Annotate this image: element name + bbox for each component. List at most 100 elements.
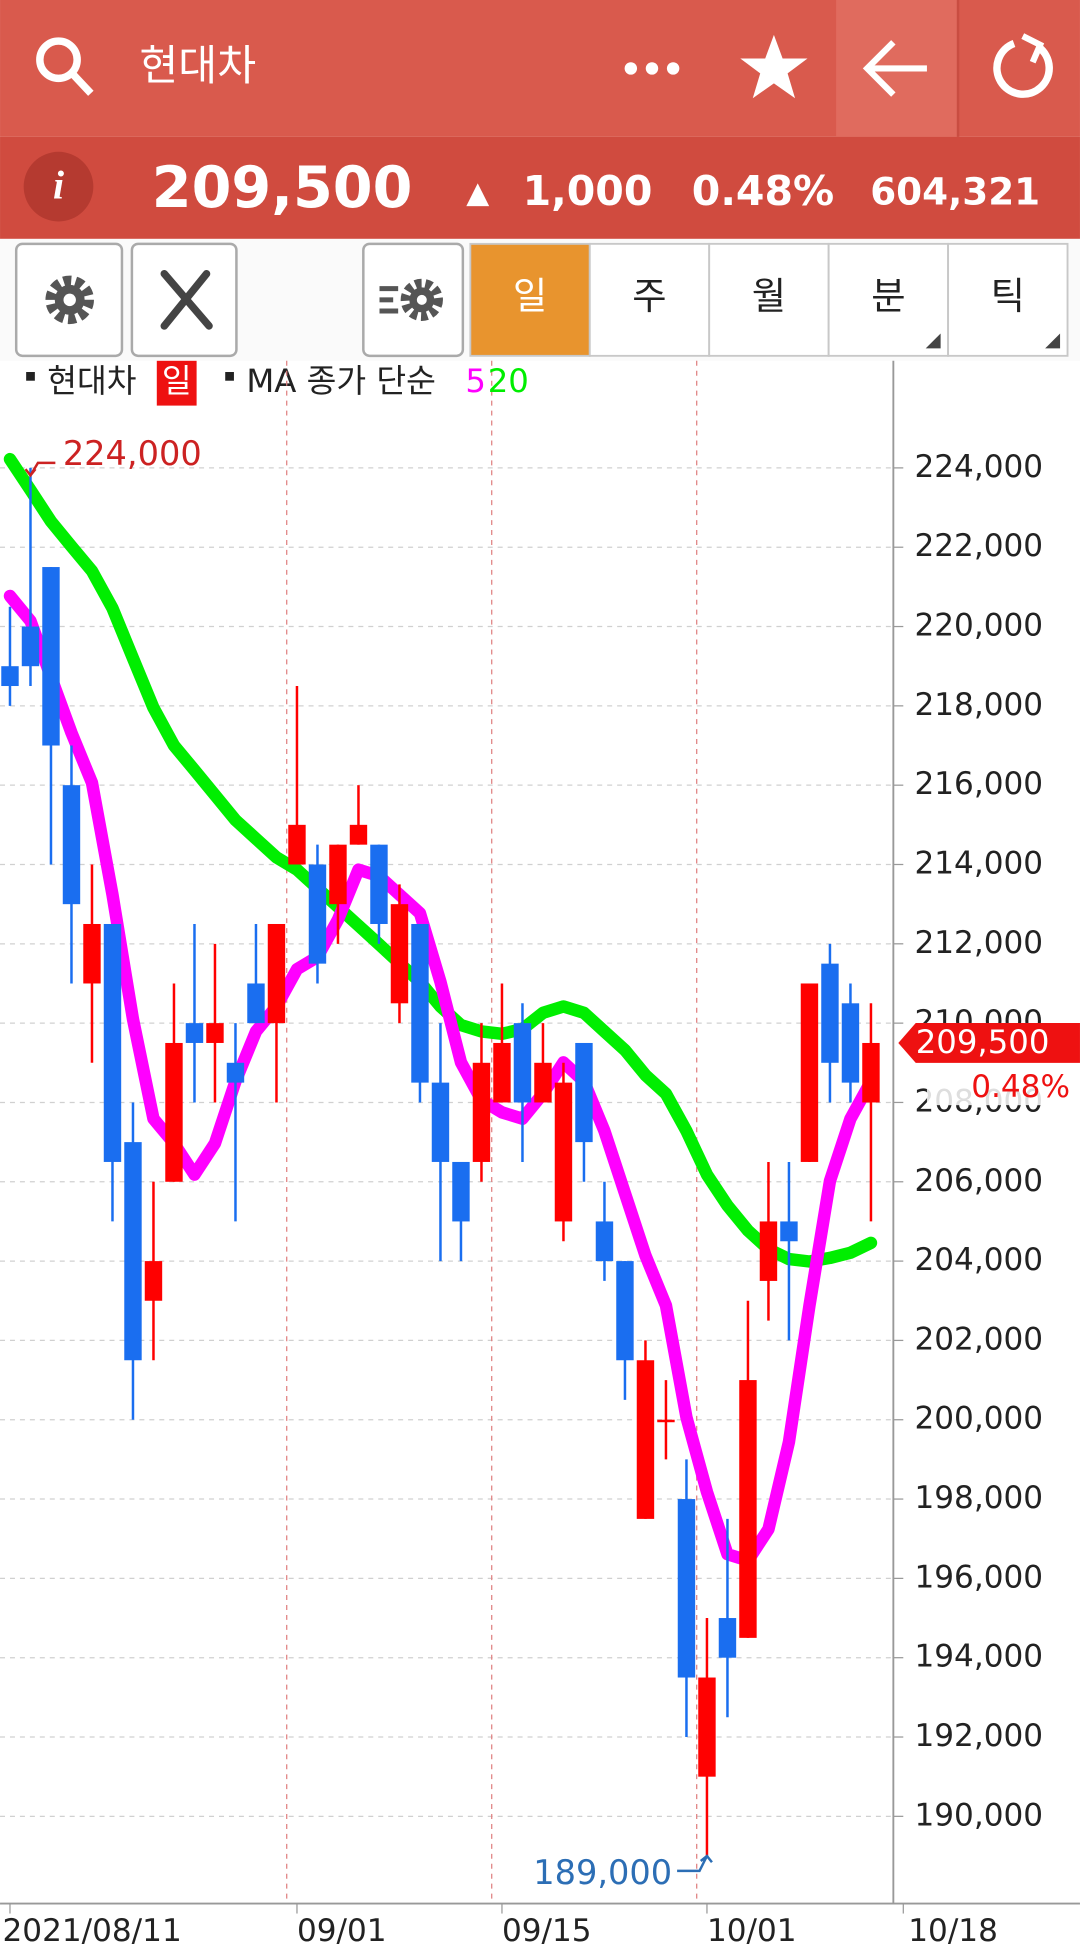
period-tab-label: 주	[632, 274, 666, 318]
candle-body	[390, 904, 409, 1004]
period-tab[interactable]	[469, 242, 591, 357]
candle-body	[616, 1261, 634, 1361]
legend-period: 일	[162, 362, 192, 400]
candle-body	[800, 983, 819, 1162]
x-tick-label: 10/01	[707, 1913, 797, 1949]
candle-body	[144, 1261, 163, 1301]
candle-body	[575, 1042, 593, 1143]
legend-bullet	[26, 372, 35, 381]
candle-body	[226, 1062, 245, 1083]
y-tick-label: 224,000	[914, 449, 1043, 485]
period-tab-label: 일	[513, 274, 547, 318]
y-tick-label: 218,000	[914, 687, 1043, 723]
candle-body	[554, 1082, 573, 1222]
last-price-tag	[898, 1023, 1080, 1063]
change-percent: 0.48%	[692, 167, 834, 215]
candle-body	[698, 1677, 716, 1777]
legend-ma-period: 5	[465, 362, 486, 400]
candle-body	[411, 923, 429, 1083]
tools-button[interactable]	[130, 242, 238, 358]
candle-body	[821, 963, 839, 1063]
last-change-label: 0.48%	[971, 1069, 1070, 1105]
x-tick-label: 09/15	[502, 1913, 592, 1949]
y-tick-label: 204,000	[914, 1242, 1043, 1278]
candle-body	[534, 1062, 552, 1103]
candle-body	[329, 844, 347, 905]
last-price-label: 209,500	[916, 1023, 1050, 1061]
last-change-bg	[926, 1067, 1074, 1106]
candle-body	[165, 1042, 183, 1182]
y-tick-label: 200,000	[914, 1401, 1043, 1437]
candle-body	[21, 626, 40, 667]
period-tab[interactable]	[827, 242, 950, 357]
candle-body	[452, 1161, 470, 1222]
y-tick-label: 198,000	[914, 1480, 1043, 1516]
period-tab[interactable]	[947, 242, 1069, 357]
candle-body	[739, 1380, 757, 1638]
candle-body	[288, 824, 306, 865]
more-button[interactable]	[624, 62, 680, 75]
info-button[interactable]	[23, 151, 94, 222]
favorite-button[interactable]	[740, 34, 808, 99]
y-tick-label: 212,000	[914, 925, 1043, 961]
y-tick-label: 190,000	[914, 1797, 1043, 1833]
y-tick-label: 220,000	[914, 608, 1043, 644]
candle-body	[62, 785, 81, 905]
legend-symbol: 현대차	[47, 362, 136, 400]
candle-body	[493, 1042, 511, 1103]
period-tab-label: 분	[871, 274, 905, 318]
current-price: 209,500	[152, 155, 413, 221]
candle-body	[185, 1023, 204, 1043]
candle-body	[862, 1042, 880, 1103]
search-button[interactable]	[36, 37, 94, 96]
candle-body	[677, 1499, 696, 1678]
high-marker	[24, 461, 56, 478]
candle-body	[247, 983, 265, 1024]
settings-button[interactable]	[14, 242, 124, 358]
candle-body	[431, 1082, 450, 1162]
back-button[interactable]	[862, 40, 927, 97]
y-tick-label: 196,000	[914, 1559, 1043, 1595]
period-tab[interactable]	[708, 242, 830, 357]
candle-body	[103, 923, 122, 1162]
period-tab-label: 월	[752, 274, 786, 318]
stock-title: 현대차	[139, 41, 256, 90]
legend-ma-period: 20	[488, 362, 529, 400]
candle-body	[759, 1221, 778, 1281]
y-tick-label: 202,000	[914, 1321, 1043, 1357]
candle-body	[472, 1062, 491, 1162]
candle-body	[718, 1618, 737, 1658]
legend-bullet	[225, 372, 234, 381]
candle-body	[636, 1360, 655, 1519]
x-axis-end-label: 10/18	[908, 1913, 998, 1949]
quote-bar	[0, 136, 1080, 239]
price-change: 1,000	[523, 167, 653, 215]
indicator-settings-button[interactable]	[362, 242, 465, 358]
y-tick-label: 206,000	[914, 1163, 1043, 1199]
change-arrow: ▲	[466, 176, 489, 211]
candle-body	[780, 1221, 798, 1242]
candle-body	[1, 666, 19, 687]
low-marker	[677, 1854, 713, 1873]
y-tick-label: 214,000	[914, 845, 1043, 881]
period-tab[interactable]	[588, 242, 711, 357]
legend-ma: MA 종가 단순	[246, 362, 436, 400]
candle-body	[370, 844, 388, 924]
y-tick-label: 192,000	[914, 1718, 1043, 1754]
y-tick-label: 216,000	[914, 766, 1043, 802]
period-tab-label: 틱	[991, 274, 1025, 318]
candle-body	[595, 1221, 614, 1262]
candle-body	[124, 1142, 142, 1361]
y-tick-label: 194,000	[914, 1639, 1043, 1675]
info-icon: i	[53, 163, 64, 207]
refresh-button[interactable]	[993, 33, 1053, 98]
candle-body	[349, 824, 368, 845]
candle-body	[513, 1023, 532, 1103]
y-tick-label: 222,000	[914, 528, 1043, 564]
volume: 604,321	[870, 170, 1040, 214]
low-label: 189,000	[533, 1853, 672, 1892]
candle-body	[206, 1023, 224, 1043]
